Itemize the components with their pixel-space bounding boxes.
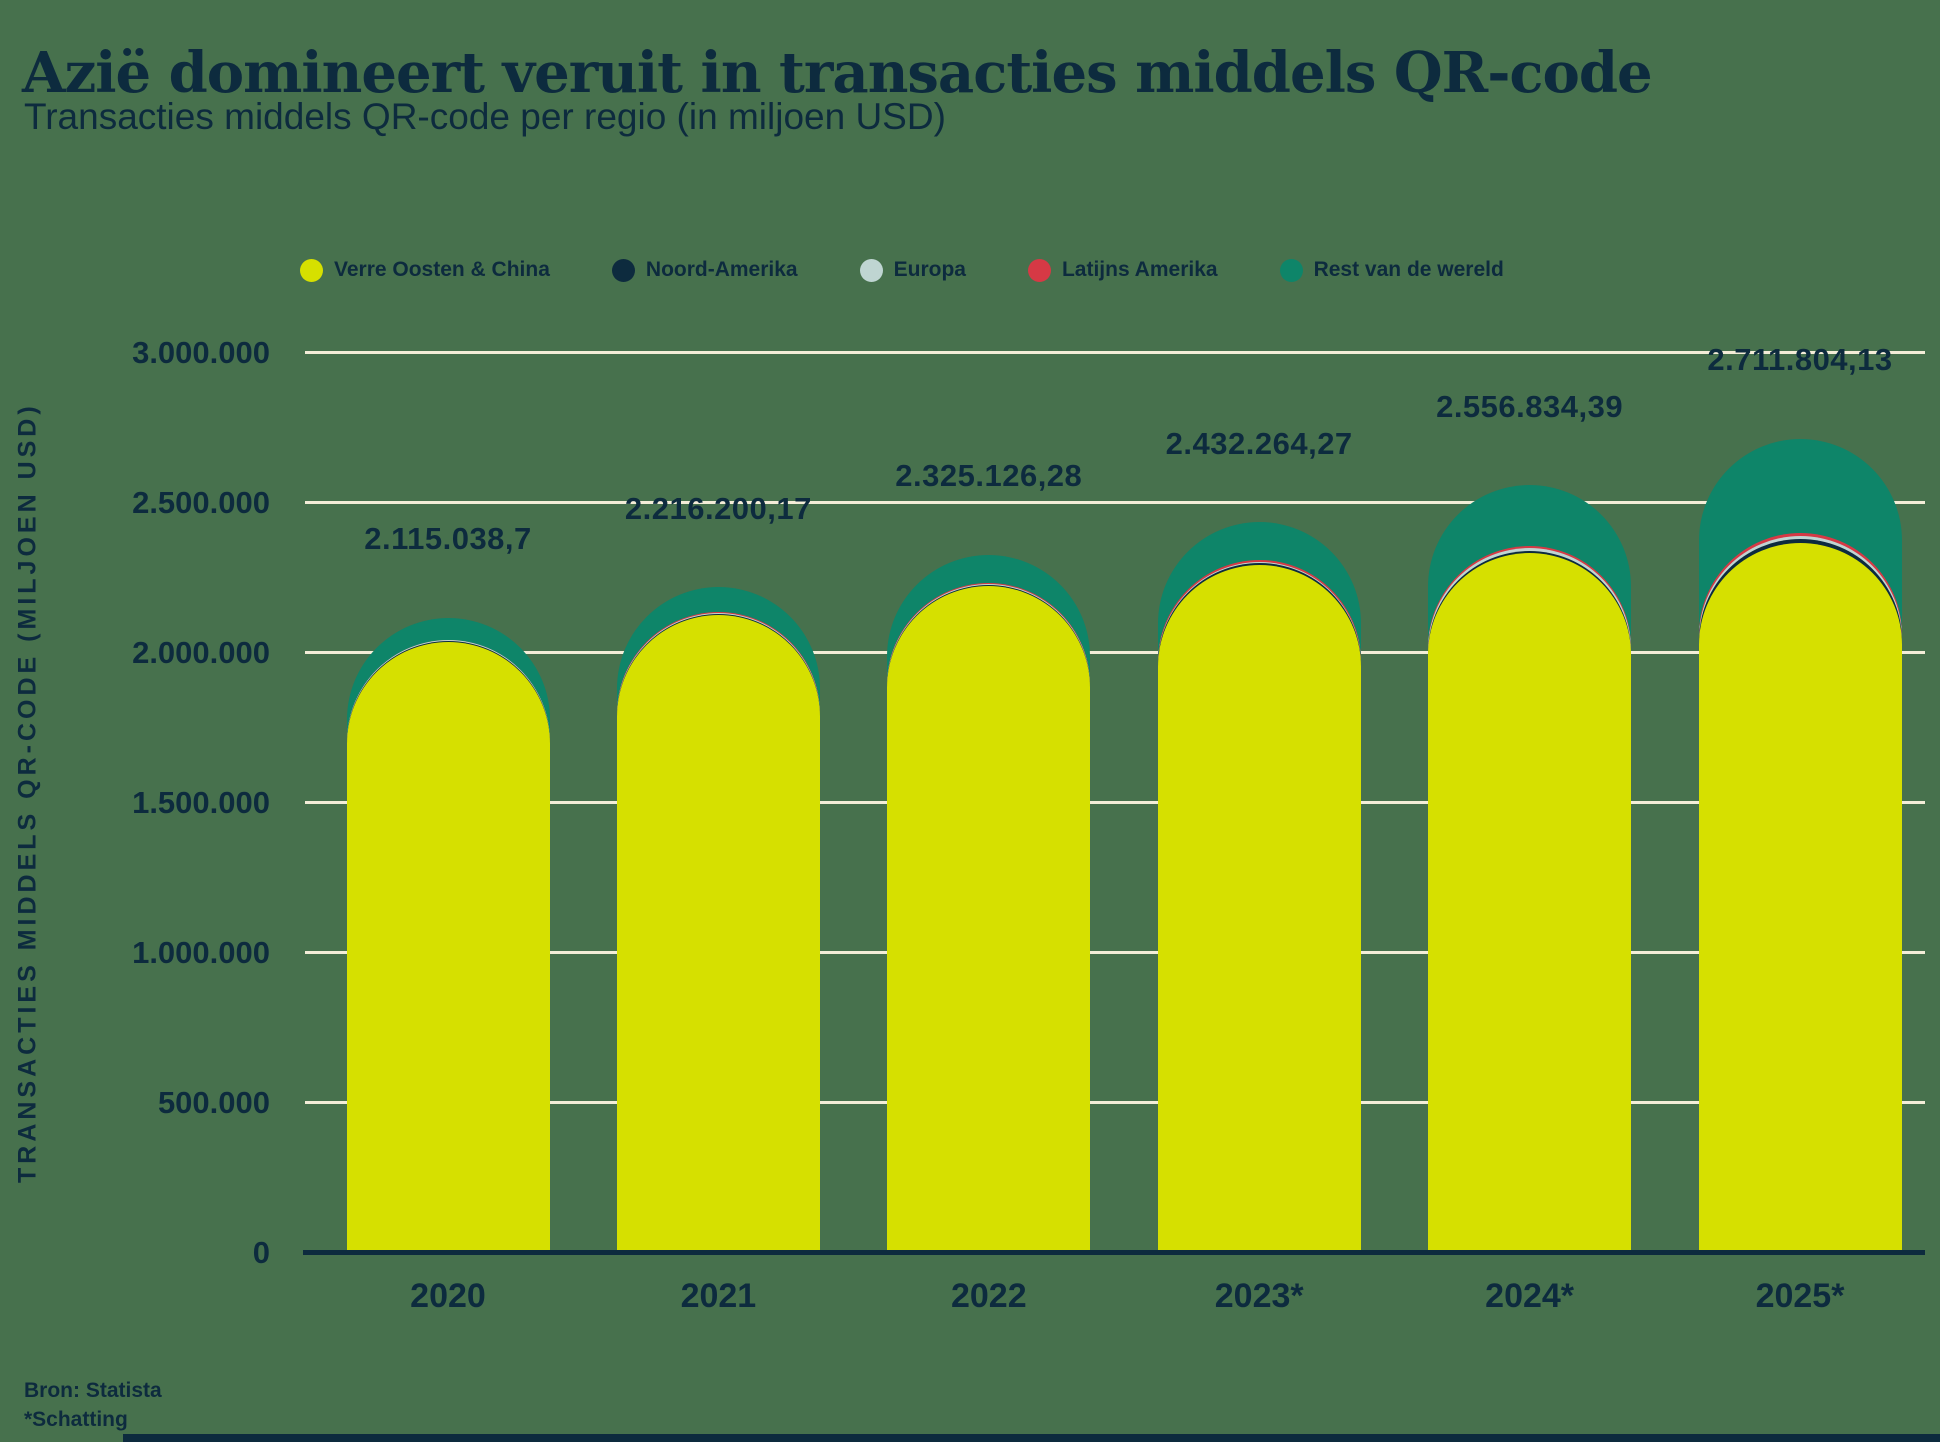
gridline <box>305 951 1925 954</box>
y-tick-label: 0 <box>252 1235 270 1270</box>
bar-2021 <box>616 352 820 1252</box>
gridline <box>305 801 1925 804</box>
legend-label: Noord-Amerika <box>645 258 798 281</box>
chart-title: Azië domineert veruit in transacties mid… <box>22 39 1653 106</box>
chart-subtitle: Transacties middels QR-code per regio (i… <box>24 96 946 137</box>
y-tick-label: 500.000 <box>157 1085 270 1120</box>
legend-dot-verre-oosten-china-icon <box>300 258 323 282</box>
x-tick-label: 2023* <box>1214 1277 1304 1315</box>
bar-segment-verre-oosten-china <box>1698 542 1902 1252</box>
bar-2022 <box>887 352 1091 1252</box>
bar-2023 <box>1157 352 1361 1252</box>
footnote-line: *Schatting <box>24 1408 128 1431</box>
bar-segment-verre-oosten-china <box>346 641 550 1252</box>
x-tick-label: 2020 <box>410 1277 486 1315</box>
y-tick-label: 1.000.000 <box>132 935 270 970</box>
legend-item-verre-oosten-china: Verre Oosten & China <box>300 258 550 282</box>
legend-dot-latijns-amerika-icon <box>1027 258 1051 282</box>
x-tick-label: 2024* <box>1485 1277 1575 1315</box>
bottom-border-bar <box>123 1434 1940 1442</box>
legend-dot-noord-amerika-icon <box>611 258 635 282</box>
bar-total-label: 2.216.200,17 <box>624 491 812 527</box>
legend-dot-europa-icon <box>859 258 883 282</box>
legend-dot-rest-van-de-wereld-icon <box>1279 258 1303 282</box>
x-axis-line <box>303 1250 1925 1255</box>
y-axis-title: TRANSACTIES MIDDELS QR-CODE (MILJOEN USD… <box>13 402 42 1183</box>
x-tick-label: 2025* <box>1755 1277 1845 1315</box>
legend-item-latijns-amerika: Latijns Amerika <box>1027 258 1218 282</box>
bar-segment-verre-oosten-china <box>616 614 820 1252</box>
legend-item-europa: Europa <box>859 258 966 282</box>
legend-label: Verre Oosten & China <box>334 258 550 281</box>
bar-segment-verre-oosten-china <box>1157 565 1361 1252</box>
y-tick-label: 3.000.000 <box>132 335 270 370</box>
gridline <box>305 651 1925 654</box>
bar-2025 <box>1698 352 1902 1252</box>
gridline <box>305 1101 1925 1104</box>
legend-label: Europa <box>893 258 966 281</box>
legend-item-rest-van-de-wereld: Rest van de wereld <box>1279 258 1504 282</box>
bar-total-label: 2.556.834,39 <box>1436 388 1624 424</box>
bar-total-label: 2.115.038,7 <box>364 521 532 557</box>
bar-2020 <box>346 352 550 1252</box>
source-note: Bron: Statista *Schatting <box>24 1376 162 1434</box>
legend: Verre Oosten & China Noord-Amerika Europa L… <box>300 244 1504 296</box>
y-tick-label: 2.000.000 <box>132 635 270 670</box>
bar-total-label: 2.325.126,28 <box>895 458 1083 494</box>
plot-area: 3.000.000 2.500.000 2.000.000 1.500.000 1.00… <box>132 337 1925 1315</box>
bar-total-label: 2.711.804,13 <box>1707 342 1893 378</box>
gridline <box>305 351 1925 354</box>
bar-segment-verre-oosten-china <box>1428 553 1632 1252</box>
legend-label: Latijns Amerika <box>1061 258 1218 281</box>
bar-2024 <box>1428 352 1632 1252</box>
legend-label: Rest van de wereld <box>1313 258 1504 281</box>
bar-total-label: 2.432.264,27 <box>1165 426 1353 462</box>
y-tick-label: 1.500.000 <box>132 785 270 820</box>
gridline <box>305 501 1925 504</box>
y-tick-label: 2.500.000 <box>132 485 270 520</box>
legend-item-noord-amerika: Noord-Amerika <box>611 258 798 282</box>
bar-segment-verre-oosten-china <box>887 586 1091 1252</box>
x-tick-label: 2022 <box>950 1277 1027 1315</box>
x-tick-label: 2021 <box>680 1277 757 1315</box>
source-line: Bron: Statista <box>24 1379 162 1402</box>
